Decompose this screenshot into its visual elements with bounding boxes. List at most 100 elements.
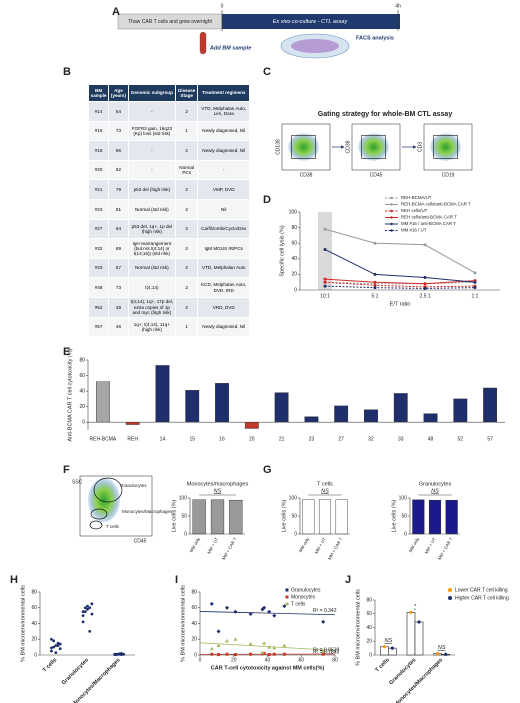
- table-cell: Carfilzomib/Cyclo/Dex: [197, 218, 250, 240]
- gate: [90, 508, 108, 520]
- x-tick-label: 23: [309, 436, 315, 442]
- bar: [414, 621, 424, 656]
- table-cell: #20: [87, 159, 110, 181]
- bar: [406, 612, 416, 656]
- panel-label: J: [345, 574, 351, 586]
- gate-x-label: CD38: [300, 172, 313, 178]
- point: [423, 286, 427, 290]
- x-tick-label: MM only: [298, 536, 311, 553]
- x-tick-label: 20: [249, 436, 255, 442]
- table-cell: t(4;14), 1q+, 17p del, extra copies of 1…: [127, 296, 176, 318]
- table-cell: 73: [108, 120, 129, 142]
- table-cell: 2: [174, 218, 199, 240]
- point: [209, 646, 214, 651]
- x-axis-label: CAR T-cell cytotoxicity against MM cells…: [211, 665, 325, 671]
- cell-cloud: [430, 133, 461, 161]
- table-cell: VTD, Melphalan Auto, Len, Dara: [197, 101, 250, 122]
- point: [86, 604, 89, 608]
- point: [323, 284, 327, 288]
- table-row: #16 86-2 Newly diagnosed, Nil: [87, 140, 250, 161]
- y-tick-label: 40: [291, 256, 297, 262]
- x-tick-label: 16: [219, 436, 225, 442]
- table-cell: 2: [174, 296, 199, 318]
- x-tick-label: 32: [368, 436, 374, 442]
- point: [88, 606, 92, 610]
- x-tick-label: 1:1: [472, 293, 479, 299]
- annotation: R² = 0.342: [313, 608, 337, 614]
- table-cell: -: [127, 101, 176, 122]
- point: [267, 609, 272, 614]
- gate-y-label: CD138: [275, 139, 281, 155]
- point: [249, 652, 253, 656]
- table-cell: FGFR3 gain, 16q23 (Kp) loss (std risk): [127, 120, 176, 142]
- cells-icon: [291, 39, 339, 53]
- table-cell: t(4;14): [127, 277, 176, 298]
- x-tick-label: 33: [398, 436, 404, 442]
- step-note: FACS analysis: [356, 35, 394, 41]
- point: [209, 601, 214, 606]
- legend-label: Monocytes: [291, 594, 316, 600]
- legend-label: MM #16 / UT: [401, 228, 427, 233]
- legend-marker: [390, 216, 393, 219]
- annotation: R² = 0.0539: [313, 647, 339, 653]
- y-tick-label: 100: [289, 209, 298, 215]
- gate-y-label: CD38: [345, 140, 351, 153]
- table-header: BM sample Age (years) Genomic subgroup Dise…: [87, 84, 250, 102]
- x-tick-label: MM + CAR T: [327, 536, 344, 560]
- legend-marker: [390, 222, 393, 226]
- bar: [412, 499, 425, 535]
- table-cell: Newly diagnosed, Nil: [197, 120, 250, 142]
- table-cell: 81: [108, 198, 129, 220]
- point: [216, 643, 221, 648]
- point: [225, 652, 229, 656]
- point: [373, 286, 377, 290]
- bar-point: [436, 652, 440, 656]
- annotation: NS: [385, 638, 393, 644]
- y-tick-label: 80: [366, 597, 372, 603]
- column-header: Treatment regimens: [197, 84, 250, 102]
- x-tick-label: MM + UT: [424, 536, 437, 554]
- gate: [291, 135, 316, 159]
- table-row: #27 64 p53 del, 1q+, 1p del (high risk) 2 Ca…: [87, 218, 250, 240]
- y-tick-label: 80: [291, 225, 297, 231]
- point: [233, 637, 238, 641]
- series-line: [324, 228, 476, 274]
- step-label: Ex vivo co-culture - CTL assay: [273, 19, 349, 25]
- table-cell: 1q+, t(4;14), 11q+ (high risk): [127, 316, 176, 338]
- annotation: NS: [321, 488, 329, 494]
- chart-title: Granulocytes: [419, 481, 452, 487]
- bar: [428, 499, 442, 535]
- flow-plot: [79, 475, 153, 537]
- y-tick-label: 50: [181, 513, 187, 519]
- point: [115, 652, 119, 656]
- legend-marker: [390, 196, 393, 200]
- point: [272, 613, 277, 618]
- table-row: #21 79 p53 del (high risk) 2 VMP, DVD: [87, 179, 250, 200]
- table-cell: 49: [108, 296, 129, 318]
- panel-label: A: [112, 6, 120, 18]
- y-tick-label: 0: [294, 531, 297, 537]
- bar: [483, 387, 498, 423]
- point: [272, 645, 277, 650]
- legend-marker: [285, 595, 289, 599]
- annotation: NS: [214, 488, 222, 494]
- y-tick-label: 40: [31, 621, 37, 627]
- legend-marker: [390, 203, 393, 206]
- table-cell: p53 del, 1q+, 1p del (high risk): [127, 218, 176, 240]
- table-cell: 62: [108, 159, 129, 181]
- table-cell: 89: [108, 238, 129, 259]
- y-tick-label: 60: [79, 373, 85, 379]
- x-tick-label: 15: [189, 436, 195, 442]
- y-tick-label: 60: [31, 605, 37, 611]
- point: [282, 604, 287, 609]
- bar: [215, 383, 229, 423]
- chart-title: Monocytes/macrophages: [187, 481, 249, 487]
- point: [373, 241, 377, 245]
- time-label: 0: [221, 3, 224, 9]
- table-row: #32 89 IgH rearrangement (but not t(4;14) …: [87, 238, 250, 259]
- point: [54, 651, 58, 655]
- legend-marker: [448, 588, 452, 592]
- gate-label: Granulocytes: [120, 483, 147, 488]
